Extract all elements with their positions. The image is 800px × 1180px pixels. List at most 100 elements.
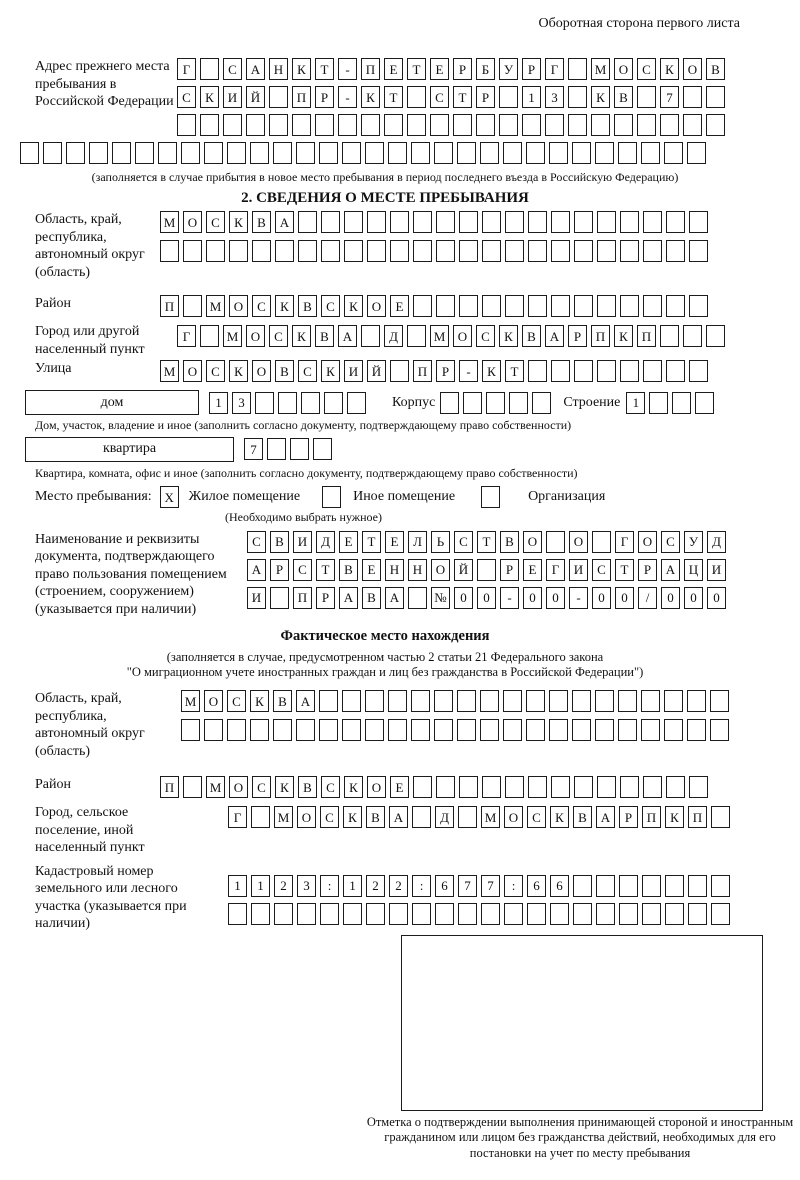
char-box — [436, 776, 455, 799]
char-box — [298, 211, 317, 234]
char-box — [486, 391, 506, 414]
char-box: К — [665, 806, 684, 829]
char-box — [528, 211, 547, 234]
char-box — [643, 776, 662, 799]
confirmation-stamp-box — [401, 934, 763, 1111]
char-box — [574, 295, 593, 318]
char-box: / — [638, 586, 657, 609]
char-box — [528, 360, 547, 383]
char-box — [545, 114, 564, 136]
char-box: К — [591, 86, 610, 108]
char-box — [430, 114, 449, 136]
char-box — [459, 776, 478, 799]
char-box: 7 — [458, 874, 477, 897]
char-box: Ц — [684, 558, 703, 581]
char-box — [706, 114, 725, 136]
char-box: М — [206, 776, 225, 799]
char-box: В — [252, 211, 271, 234]
char-box — [20, 142, 39, 164]
stroenie-label: Строение — [563, 395, 621, 411]
actual-location-caption-2: "О миграционном учете иностранных гражда… — [126, 665, 644, 680]
char-box — [366, 902, 385, 925]
apartment-caption: Квартира, комната, офис и иное (заполнит… — [35, 465, 578, 480]
char-box — [574, 776, 593, 799]
korpus-boxes — [440, 391, 552, 414]
char-box: 1 — [522, 86, 541, 108]
char-box — [509, 391, 529, 414]
char-box: - — [338, 86, 357, 108]
char-box — [301, 391, 320, 414]
char-box — [200, 58, 219, 80]
actual-region-row-2 — [181, 719, 729, 742]
char-box: 0 — [707, 586, 726, 609]
char-box — [342, 719, 361, 742]
char-box — [551, 360, 570, 383]
char-box — [568, 114, 587, 136]
char-box — [666, 211, 685, 234]
char-box — [273, 142, 292, 164]
char-box — [477, 558, 496, 581]
char-box — [135, 142, 154, 164]
char-box — [660, 325, 679, 348]
char-box — [573, 874, 592, 897]
char-box — [683, 86, 702, 108]
char-box — [527, 902, 546, 925]
char-box — [683, 114, 702, 136]
char-box — [574, 240, 593, 263]
option-inoe-label: Иное помещение — [353, 489, 456, 505]
char-box: Т — [316, 558, 335, 581]
char-box — [434, 719, 453, 742]
char-box: А — [338, 325, 357, 348]
char-box: С — [592, 558, 611, 581]
street-label: Улица — [35, 361, 72, 377]
char-box — [482, 211, 501, 234]
char-box: М — [591, 58, 610, 80]
char-box: 1 — [228, 874, 247, 897]
char-box — [666, 360, 685, 383]
char-box: Н — [385, 558, 404, 581]
char-box: - — [459, 360, 478, 383]
char-box: П — [413, 360, 432, 383]
char-box — [158, 142, 177, 164]
house-caption: Дом, участок, владение и иное (заполнить… — [35, 418, 572, 433]
char-box — [643, 295, 662, 318]
char-box — [526, 142, 545, 164]
char-box — [66, 142, 85, 164]
char-box — [592, 530, 611, 553]
char-box: Г — [228, 806, 247, 829]
char-box: В — [366, 806, 385, 829]
char-box — [532, 391, 552, 414]
char-box: 3 — [232, 391, 251, 414]
char-box: 1 — [343, 874, 362, 897]
char-box — [388, 690, 407, 713]
char-box: И — [293, 530, 312, 553]
char-box: Е — [385, 530, 404, 553]
char-box: 6 — [550, 874, 569, 897]
char-box: С — [227, 690, 246, 713]
field-document: Наименование и реквизиты документа, подт… — [20, 530, 780, 619]
stamp-caption: Отметка о подтверждении выполнения прини… — [366, 1114, 794, 1160]
char-box: Г — [177, 58, 196, 80]
char-box: Р — [316, 586, 335, 609]
char-box: С — [252, 295, 271, 318]
char-box: О — [569, 530, 588, 553]
char-box — [528, 776, 547, 799]
char-box — [572, 142, 591, 164]
char-box: С — [293, 558, 312, 581]
char-box: В — [315, 325, 334, 348]
char-box — [642, 874, 661, 897]
char-box — [407, 114, 426, 136]
char-box — [597, 240, 616, 263]
char-box — [412, 902, 431, 925]
char-box — [620, 211, 639, 234]
char-box — [620, 360, 639, 383]
char-box: 7 — [244, 438, 263, 461]
checkbox-inoe — [322, 486, 342, 509]
char-box — [183, 776, 202, 799]
stay-place-hint: (Необходимо выбрать нужное) — [225, 510, 382, 525]
